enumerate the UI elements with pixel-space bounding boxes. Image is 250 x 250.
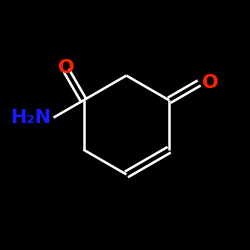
Text: O: O: [202, 74, 218, 92]
Text: H₂N: H₂N: [10, 108, 51, 127]
Text: O: O: [58, 58, 74, 77]
